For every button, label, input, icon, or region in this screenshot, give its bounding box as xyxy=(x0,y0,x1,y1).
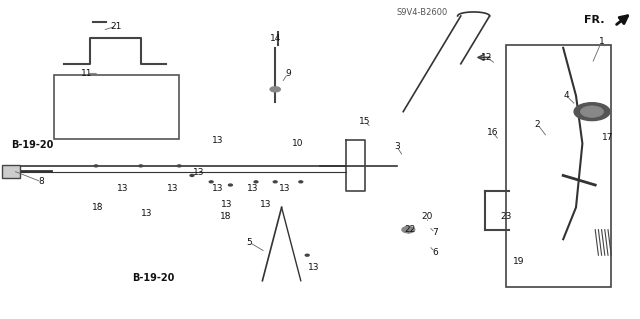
Text: 8: 8 xyxy=(39,177,44,186)
Text: 6: 6 xyxy=(433,248,438,256)
Circle shape xyxy=(574,103,610,121)
Text: 13: 13 xyxy=(193,168,204,177)
FancyBboxPatch shape xyxy=(2,165,20,178)
Text: FR.: FR. xyxy=(584,15,604,25)
Text: 17: 17 xyxy=(602,133,614,142)
Circle shape xyxy=(580,106,604,117)
Text: 13: 13 xyxy=(167,184,179,193)
Text: 23: 23 xyxy=(500,212,511,221)
Circle shape xyxy=(190,174,194,176)
Text: 5: 5 xyxy=(247,238,252,247)
Circle shape xyxy=(94,165,98,167)
Text: 12: 12 xyxy=(481,53,492,62)
Circle shape xyxy=(299,181,303,183)
Text: 1: 1 xyxy=(599,37,604,46)
Circle shape xyxy=(139,165,143,167)
Text: 9: 9 xyxy=(285,69,291,78)
Text: 13: 13 xyxy=(247,184,259,193)
Circle shape xyxy=(228,184,232,186)
Text: 22: 22 xyxy=(404,225,415,234)
Text: 3: 3 xyxy=(394,142,399,151)
Circle shape xyxy=(270,87,280,92)
Text: 14: 14 xyxy=(269,34,281,43)
Circle shape xyxy=(273,181,277,183)
Text: 19: 19 xyxy=(513,257,524,266)
Circle shape xyxy=(209,181,213,183)
Text: 15: 15 xyxy=(359,117,371,126)
Text: 13: 13 xyxy=(212,184,223,193)
Text: 13: 13 xyxy=(117,184,129,193)
Text: 4: 4 xyxy=(564,91,569,100)
Circle shape xyxy=(305,254,309,256)
Circle shape xyxy=(177,165,181,167)
Text: 20: 20 xyxy=(422,212,433,221)
Text: B-19-20: B-19-20 xyxy=(11,140,53,150)
Text: 13: 13 xyxy=(221,200,233,209)
Text: 10: 10 xyxy=(292,139,303,148)
Text: 13: 13 xyxy=(212,136,223,145)
Text: 13: 13 xyxy=(260,200,271,209)
Text: B-19-20: B-19-20 xyxy=(132,272,175,283)
Text: 21: 21 xyxy=(111,22,122,31)
Circle shape xyxy=(402,226,415,233)
Text: 2: 2 xyxy=(535,120,540,129)
Text: 13: 13 xyxy=(279,184,291,193)
Text: 13: 13 xyxy=(141,209,153,218)
Circle shape xyxy=(254,181,258,183)
Text: S9V4-B2600: S9V4-B2600 xyxy=(397,8,448,17)
Text: 7: 7 xyxy=(433,228,438,237)
Text: 18: 18 xyxy=(92,203,104,212)
Text: 11: 11 xyxy=(81,69,92,78)
Text: 16: 16 xyxy=(487,128,499,137)
Text: 18: 18 xyxy=(220,212,232,221)
Text: 13: 13 xyxy=(308,263,319,272)
